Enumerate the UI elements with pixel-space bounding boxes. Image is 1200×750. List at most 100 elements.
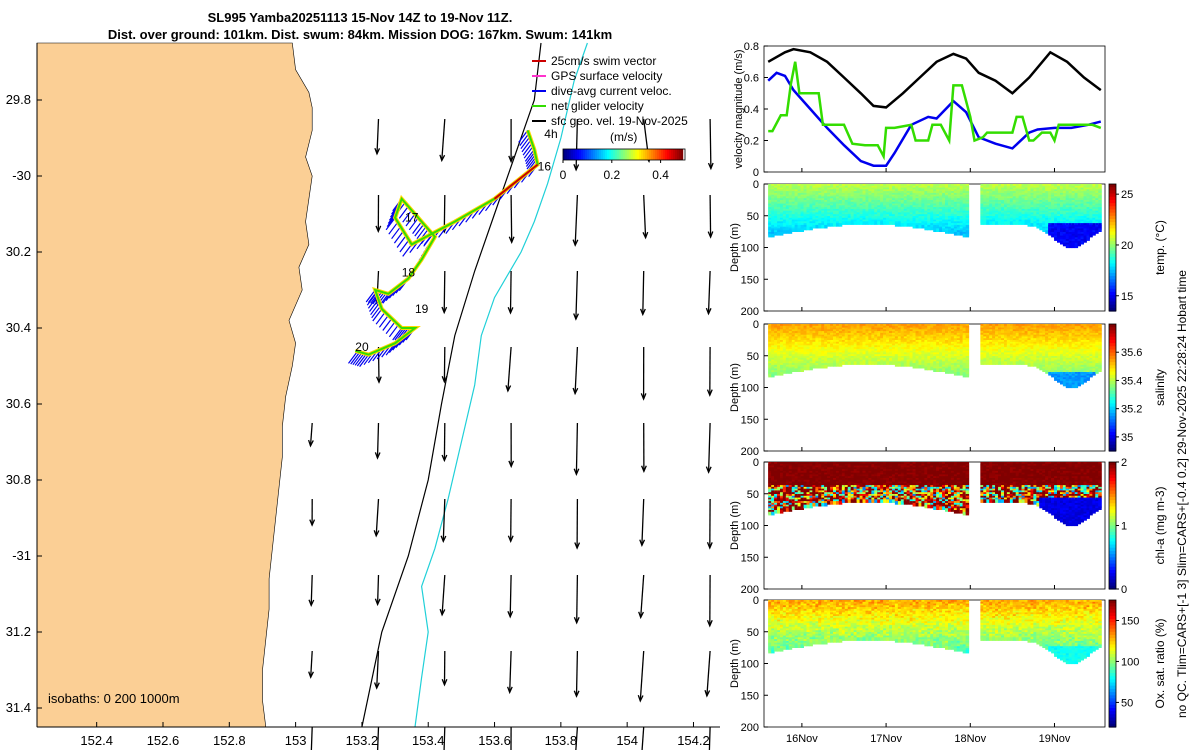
section-cell: [889, 221, 893, 225]
section-cell: [797, 329, 802, 333]
map-colorbar-cell: [613, 149, 616, 160]
section-cell: [774, 341, 778, 346]
section-cell: [865, 325, 869, 330]
map-colorbar-cell: [633, 149, 636, 160]
map-colorbar-cell: [597, 149, 600, 160]
section-cell: [791, 325, 796, 330]
section-cell: [836, 329, 840, 333]
section-cell: [915, 361, 919, 365]
section-cell: [886, 221, 890, 225]
section-cell: [1018, 221, 1023, 225]
dive-avg-current-vector: [382, 318, 393, 331]
section-cell: [868, 357, 872, 362]
section-cell: [827, 363, 831, 367]
sfc-vel-arrow: [642, 270, 645, 315]
section-cell: [794, 329, 799, 333]
section-cell: [924, 341, 928, 346]
map-colorbar-cell: [659, 149, 662, 160]
section-cell: [883, 357, 887, 362]
section-cell: [939, 368, 943, 372]
section-cell: [827, 329, 831, 333]
section-colorbar-cell: [1109, 257, 1116, 261]
section-cell: [921, 357, 925, 362]
land-polygon: [36, 42, 313, 728]
section-cell: [803, 361, 807, 365]
dive-avg-current-vector: [405, 213, 416, 227]
map-colorbar-cell: [671, 149, 674, 160]
section-cell: [797, 357, 802, 362]
section-cell: [992, 221, 996, 225]
section-cell: [930, 366, 934, 371]
section-cell: [933, 345, 937, 349]
section-cell: [824, 345, 828, 349]
section-cell: [856, 345, 860, 349]
section-cell: [771, 233, 775, 238]
section-cell: [1065, 244, 1070, 249]
section-cell: [833, 325, 837, 330]
map-colorbar-cell: [639, 149, 642, 160]
section-cell: [815, 329, 819, 333]
map-colorbar-cell: [609, 149, 612, 160]
section-cell: [889, 341, 893, 346]
section-cell: [865, 329, 869, 333]
dive-avg-current-vector: [375, 311, 386, 325]
section-cell: [933, 228, 937, 232]
map-colorbar-cell: [617, 149, 620, 160]
section-cell: [830, 325, 834, 330]
section-cell: [785, 361, 790, 365]
section-cell: [892, 329, 896, 333]
isobath-200m-line: [361, 42, 542, 728]
map-colorbar-cell: [653, 149, 656, 160]
section-cell: [806, 341, 810, 346]
section-colorbar-cell: [1109, 184, 1116, 188]
section-cell: [1015, 221, 1020, 225]
section-cell: [912, 224, 916, 229]
section-cell: [939, 361, 943, 365]
section-cell: [927, 325, 931, 330]
section-cell: [830, 345, 834, 349]
section-cell: [983, 221, 987, 225]
section-cell: [992, 329, 996, 333]
section-cell: [1060, 240, 1064, 245]
section-cell: [1068, 244, 1073, 249]
map-colorbar-cell: [569, 149, 572, 160]
section-cell: [853, 221, 858, 225]
section-cell: [838, 341, 843, 346]
section-cell: [818, 329, 822, 333]
section-cell: [836, 325, 840, 330]
dive-avg-current-vector: [412, 221, 423, 234]
section-cell: [962, 233, 967, 238]
dive-avg-current-vector: [378, 314, 389, 328]
section-colorbar-ticklabel: 25: [1121, 189, 1133, 201]
section-cell: [921, 341, 925, 346]
section-cell: [853, 345, 858, 349]
section-cell: [939, 325, 943, 330]
section-cell: [768, 341, 772, 346]
legend-label-4: sfc geo. vel. 19-Nov-2025: [551, 114, 688, 128]
section-cell: [903, 345, 908, 349]
section-cell: [945, 230, 949, 234]
section-colorbar-cell: [1109, 209, 1116, 214]
section-cell: [886, 345, 890, 349]
section-cell: [818, 341, 822, 346]
section-cell: [782, 329, 787, 333]
section-cell: [841, 221, 846, 225]
section-cell: [812, 357, 816, 362]
section-cell: [897, 345, 902, 349]
section-cell: [986, 341, 990, 346]
section-cell: [889, 361, 893, 365]
section-cell: [959, 361, 964, 365]
section-cell: [900, 325, 905, 330]
section-cell: [841, 325, 846, 330]
sfc-vel-arrow: [442, 498, 446, 542]
section-cell: [942, 329, 946, 333]
section-cell: [989, 345, 993, 349]
map-colorbar-cell: [573, 149, 576, 160]
sfc-vel-arrowhead: [639, 308, 646, 317]
section-cell: [892, 325, 896, 330]
section-cell: [774, 357, 778, 362]
section-ytick-label: 50: [747, 211, 759, 223]
section-colorbar-cell: [1109, 212, 1116, 217]
section-colorbar-cell: [1109, 269, 1116, 274]
section-cell: [953, 232, 958, 236]
